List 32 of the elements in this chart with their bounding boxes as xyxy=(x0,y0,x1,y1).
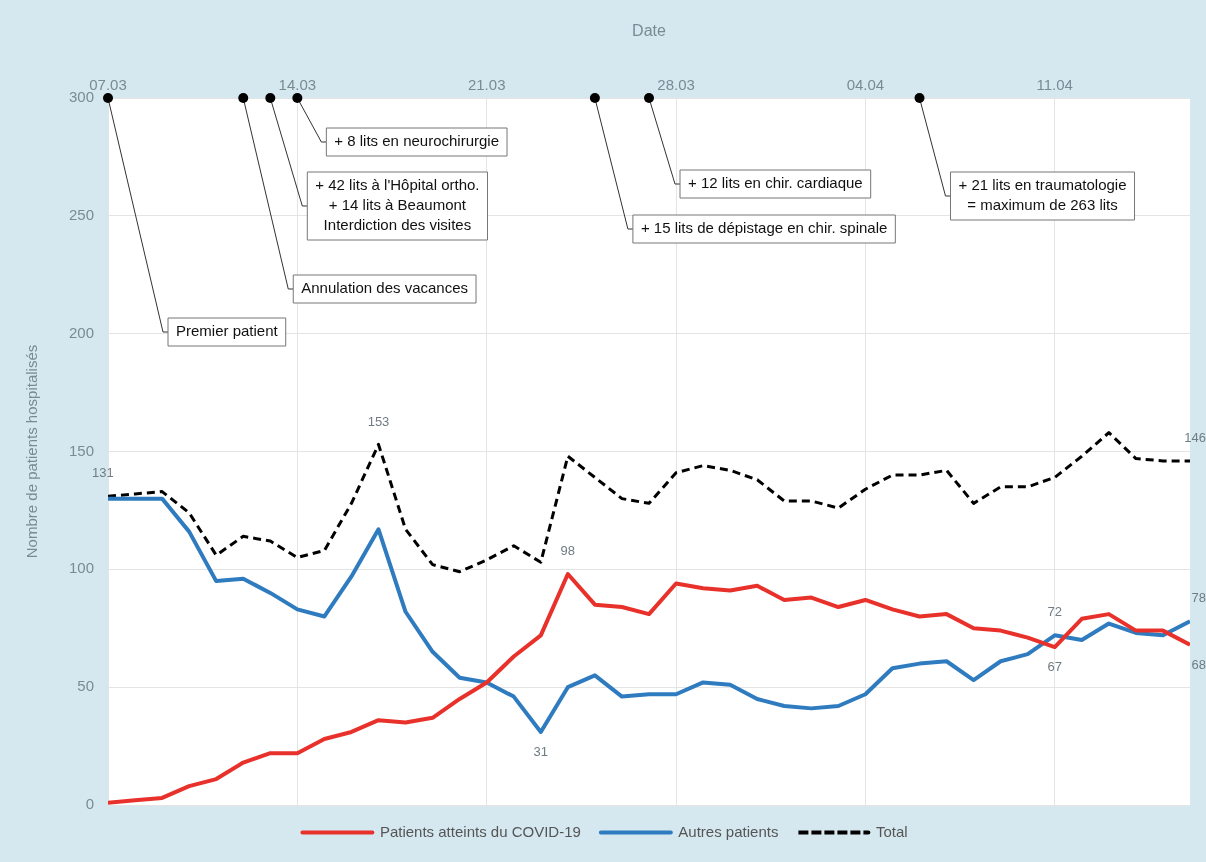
data-label: 31 xyxy=(533,744,549,760)
x-tick-label: 14.03 xyxy=(278,76,317,94)
annotation: + 42 lits à l'Hôpital ortho. + 14 lits à Beaumont Interdiction des visites xyxy=(315,176,480,234)
legend-label: Autres patients xyxy=(678,822,779,840)
data-label: 72 xyxy=(1047,604,1062,620)
annotation: + 15 lits de dépistage en chir. spinale xyxy=(640,219,888,237)
x-tick-label: 21.03 xyxy=(467,76,506,94)
x-tick-label: 28.03 xyxy=(657,76,695,94)
data-label: 68 xyxy=(1191,656,1206,672)
data-label: 153 xyxy=(367,413,390,429)
x-tick-label: 04.04 xyxy=(846,76,885,94)
y-axis-title: Nombre de patients hospitalisés xyxy=(23,344,41,559)
y-tick-label: 150 xyxy=(68,441,94,459)
y-tick-label: 50 xyxy=(77,677,94,695)
y-tick-label: 0 xyxy=(85,795,94,813)
y-tick-label: 200 xyxy=(68,323,94,341)
annotation: Premier patient xyxy=(176,322,279,340)
annotation: Annulation des vacances xyxy=(301,279,469,297)
legend-label: Patients atteints du COVID-19 xyxy=(379,822,581,840)
y-tick-label: 100 xyxy=(68,559,94,577)
x-tick-label: 11.04 xyxy=(1036,76,1073,94)
annotation: + 12 lits en chir. cardiaque xyxy=(687,174,863,192)
x-axis-title: Date xyxy=(632,22,666,40)
data-label: 98 xyxy=(560,543,576,559)
data-label: 78 xyxy=(1191,590,1206,606)
data-label: 131 xyxy=(92,465,114,481)
data-label: 67 xyxy=(1047,659,1062,675)
data-label: 146 xyxy=(1184,430,1206,445)
annotation: + 8 lits en neurochirurgie xyxy=(334,132,500,150)
legend-label: Total xyxy=(875,822,908,840)
y-tick-label: 250 xyxy=(68,205,94,223)
annotation: + 21 lits en traumatologie = maximum de 263 lits xyxy=(958,176,1127,214)
